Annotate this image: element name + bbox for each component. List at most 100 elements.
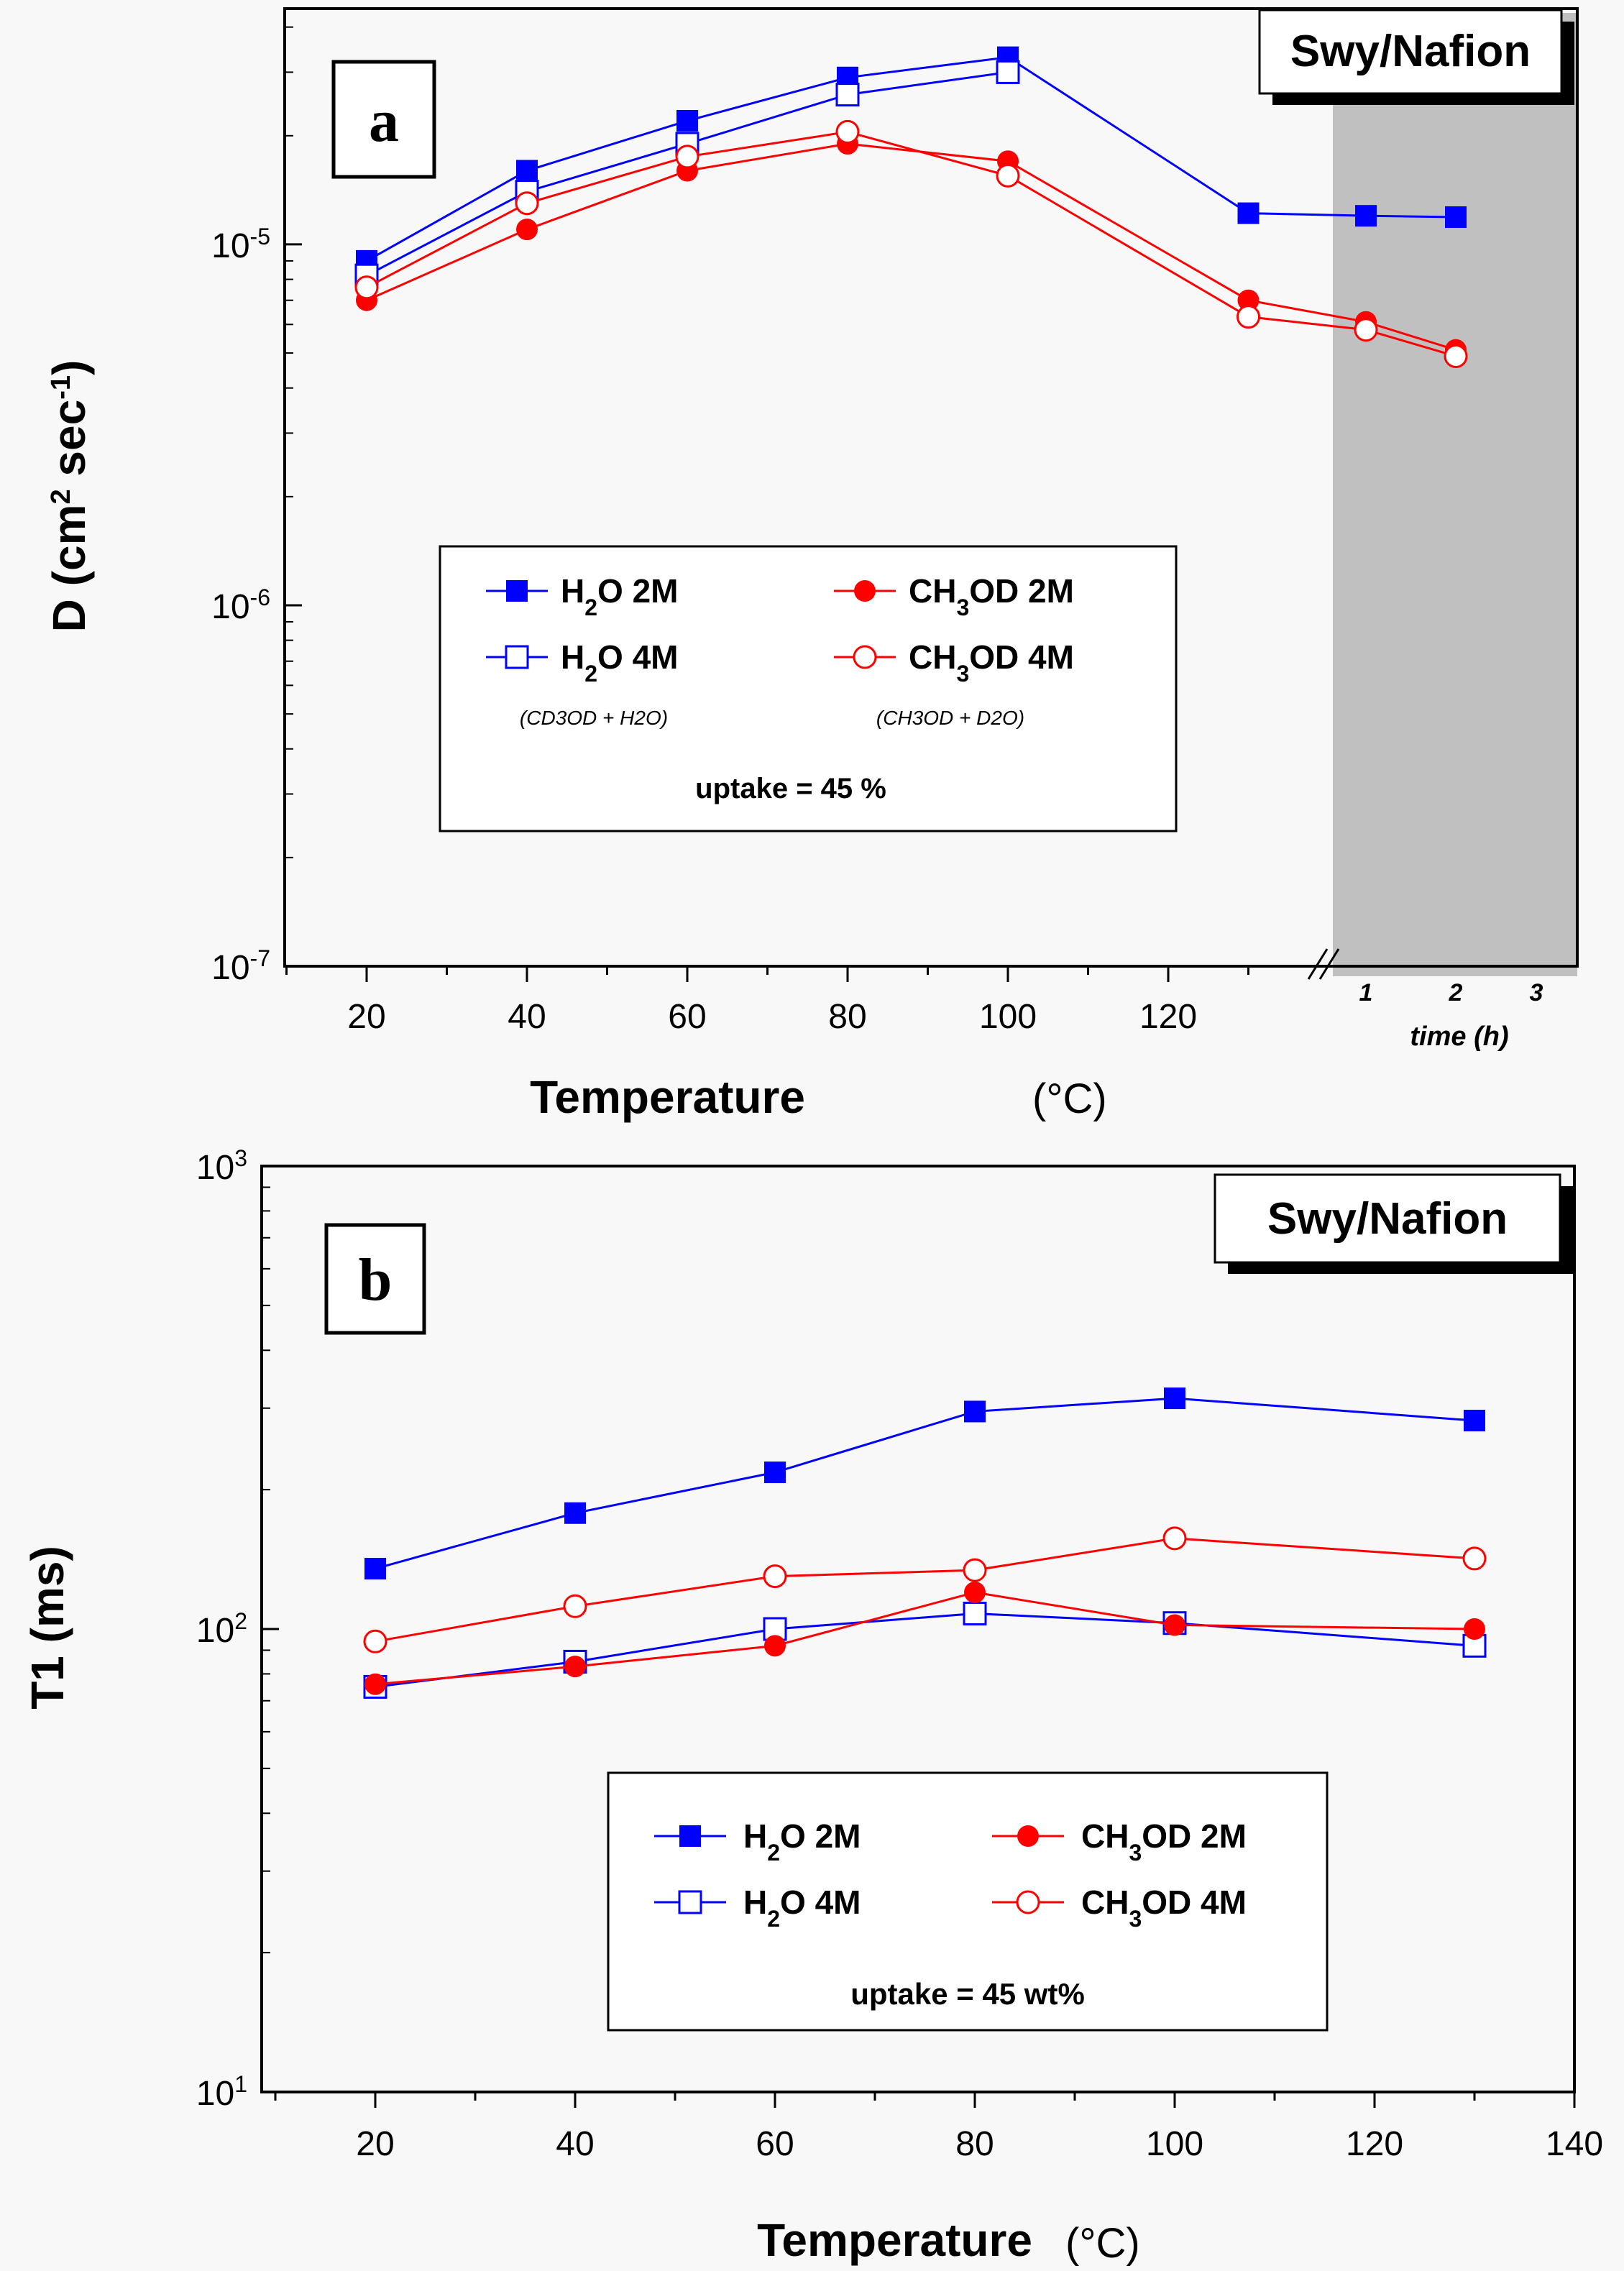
x-tick-label: 120 [1346,2125,1403,2163]
title-box [1214,1173,1561,1264]
chart-title: Swy/Nafion [1290,27,1531,76]
series-line [366,56,1456,262]
data-point [996,163,1020,188]
y-title-part: ) [43,360,95,375]
legend-label-part: CH [909,638,956,676]
y-title-sup: -1 [46,375,76,400]
x-axis-title-b: Temperature [757,2214,1032,2266]
data-point [516,160,538,182]
y-tick-base: 10 [196,2075,234,2113]
data-point [1237,305,1260,329]
legend-label: H2O 4M [743,1884,861,1932]
x-tick-label: 60 [756,2125,794,2163]
time-tick-label: 3 [1530,979,1543,1006]
legend-label-sub: 3 [1129,1840,1142,1866]
y-tick-base: 10 [211,588,249,626]
data-point [675,144,699,169]
legend-label-sub: 3 [1129,1906,1142,1932]
data-point [1164,1387,1185,1410]
legend-label: CH3OD 2M [909,572,1074,620]
y-tick-exp: -6 [250,584,270,610]
legend-label-part: OD 2M [969,572,1074,610]
y-tick-label: 103 [196,1145,247,1187]
legend-label-part: OD 2M [1142,1817,1247,1855]
y-tick-base: 10 [196,1612,234,1650]
data-point [1464,1410,1485,1432]
data-point [1237,202,1260,224]
x-tick-label: 80 [955,2125,994,2163]
data-point [1237,289,1260,311]
axis-break-mark [1318,948,1340,980]
legend-label-part: CH [1081,1884,1129,1921]
series-b [363,1387,1487,1699]
legend-label-part: O 2M [597,572,678,610]
legend-b [607,1771,1329,2032]
legend-label-part: H [561,638,584,676]
axis-break-mark [1307,948,1329,980]
legend-marker [853,645,877,669]
data-point [763,1564,787,1589]
data-point [963,1558,987,1582]
panel-letter-box [331,60,436,179]
legend-note: (CD3OD + H2O) [520,707,668,729]
data-point [764,1635,786,1657]
legend-label-sub: 2 [584,661,597,687]
data-point [1462,1633,1487,1658]
legend-label-sub: 2 [767,1906,780,1932]
data-point [764,1462,786,1484]
data-point [354,275,379,300]
data-point [1462,1546,1487,1571]
data-point [363,1629,387,1653]
y-tick-base: 10 [211,949,249,987]
legend-marker [1016,1890,1040,1914]
legend-label-part: H [743,1884,767,1921]
legend-label-part: H [743,1817,767,1855]
legend-label-sub: 2 [767,1840,780,1866]
data-point [516,219,538,241]
title-box [1258,9,1563,95]
y-tick-exp: -5 [250,224,270,249]
x-axis-unit-b: (°C) [1065,2220,1140,2267]
legend-label-part: OD 4M [969,638,1074,676]
legend-label-part: OD 4M [1142,1884,1247,1921]
legend-marker [679,1825,701,1847]
y-axis-a: 10-710-610-5 [211,26,302,987]
x-tick-label: 100 [1146,2125,1203,2163]
panel-letter-box [324,1223,426,1335]
legend-label-part: O 4M [780,1884,861,1921]
series-line [375,1591,1475,1686]
legend-label-part: O 2M [780,1817,861,1855]
time-tick-label: 1 [1359,979,1373,1006]
x-tick-label: 60 [668,998,706,1036]
series-line [366,130,1456,357]
panel-b-background [0,1129,1624,2271]
x-tick-label: 120 [1139,998,1197,1036]
panel-a: 20 40 60 80 100 120 10-710-610-5 1 2 3 time (… [43,7,1579,1123]
legend-marker [505,645,529,669]
time-axis-label: time (h) [1410,1022,1508,1052]
legend-label-sub: 3 [956,595,969,620]
legend-label-part: CH [909,572,956,610]
data-point [676,110,698,132]
y-tick-exp: -7 [250,945,270,971]
data-point [1444,344,1468,368]
y-title-part: D (cm [43,505,95,633]
y-title-sup: 2 [46,489,76,504]
y-title-part: sec [43,400,95,490]
data-point [1164,1614,1185,1636]
legend-a [439,545,1178,832]
series-line [366,142,1456,352]
x-tick-label: 40 [556,2125,594,2163]
x-axis-title-a: Temperature [530,1071,805,1123]
legend-marker [678,1890,702,1914]
data-point [835,119,860,144]
y-tick-exp: 1 [234,2071,247,2097]
legend-label: CH3OD 2M [1081,1817,1247,1866]
data-point [996,60,1020,84]
legend-label: CH3OD 4M [1081,1884,1247,1932]
